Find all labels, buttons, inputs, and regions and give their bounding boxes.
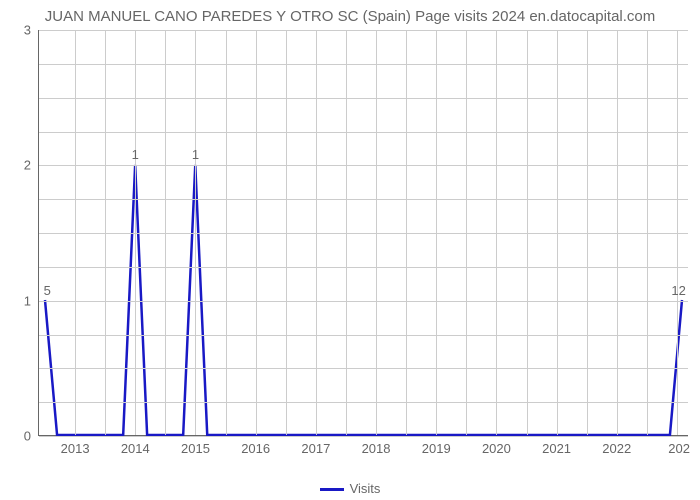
gridline-vertical [587, 30, 588, 435]
gridline-vertical [617, 30, 618, 435]
chart-wrap: 0123201320142015201620172018201920202021… [38, 30, 688, 456]
x-tick-label: 2013 [61, 435, 90, 456]
gridline-vertical [165, 30, 166, 435]
gridline-vertical [195, 30, 196, 435]
y-tick-label: 3 [24, 23, 39, 38]
legend-label: Visits [350, 481, 381, 496]
y-tick-label: 1 [24, 293, 39, 308]
y-tick-label: 2 [24, 158, 39, 173]
gridline-vertical [75, 30, 76, 435]
legend-swatch [320, 488, 344, 491]
chart-title: JUAN MANUEL CANO PAREDES Y OTRO SC (Spai… [0, 8, 700, 25]
gridline-vertical [677, 30, 678, 435]
gridline-horizontal [39, 199, 688, 200]
gridline-vertical [647, 30, 648, 435]
x-tick-label: 2015 [181, 435, 210, 456]
gridline-horizontal [39, 165, 688, 166]
data-label: 1 [192, 147, 199, 164]
gridline-horizontal [39, 98, 688, 99]
gridline-horizontal [39, 402, 688, 403]
gridline-vertical [286, 30, 287, 435]
plot-area: 0123201320142015201620172018201920202021… [38, 30, 688, 436]
data-label: 5 [44, 283, 51, 300]
gridline-vertical [226, 30, 227, 435]
y-tick-label: 0 [24, 429, 39, 444]
gridline-vertical [496, 30, 497, 435]
gridline-vertical [527, 30, 528, 435]
gridline-horizontal [39, 132, 688, 133]
gridline-vertical [316, 30, 317, 435]
x-tick-label: 2014 [121, 435, 150, 456]
x-tick-label: 2020 [482, 435, 511, 456]
data-label: 1 [132, 147, 139, 164]
gridline-vertical [376, 30, 377, 435]
x-tick-label: 2021 [542, 435, 571, 456]
x-tick-label: 2019 [422, 435, 451, 456]
x-tick-label: 2018 [362, 435, 391, 456]
gridline-horizontal [39, 30, 688, 31]
gridline-horizontal [39, 335, 688, 336]
gridline-vertical [406, 30, 407, 435]
x-tick-label: 2022 [602, 435, 631, 456]
gridline-vertical [346, 30, 347, 435]
gridline-vertical [436, 30, 437, 435]
data-label: 12 [671, 283, 685, 300]
gridline-vertical [466, 30, 467, 435]
x-tick-label: 2017 [301, 435, 330, 456]
gridline-horizontal [39, 233, 688, 234]
gridline-horizontal [39, 267, 688, 268]
gridline-horizontal [39, 64, 688, 65]
gridline-vertical [256, 30, 257, 435]
gridline-vertical [557, 30, 558, 435]
gridline-horizontal [39, 301, 688, 302]
legend: Visits [0, 481, 700, 496]
x-tick-label: 2016 [241, 435, 270, 456]
gridline-vertical [105, 30, 106, 435]
gridline-vertical [135, 30, 136, 435]
x-tick-label: 202 [668, 435, 690, 456]
gridline-horizontal [39, 368, 688, 369]
